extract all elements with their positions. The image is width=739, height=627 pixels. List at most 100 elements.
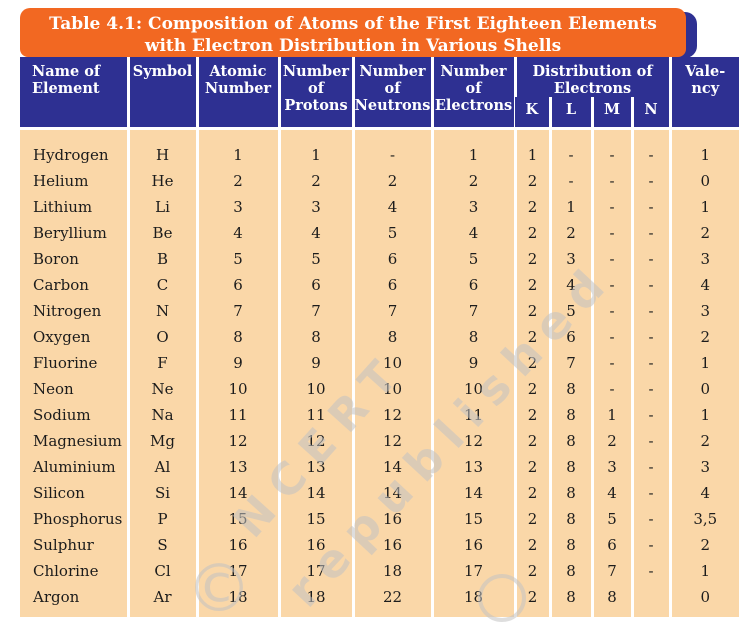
cell-m: - <box>590 271 632 298</box>
cell-l: 8 <box>548 583 592 617</box>
cell-k: 2 <box>513 531 550 558</box>
table-row: Hydrogen H 1 1-1 1- - -1 <box>20 126 739 168</box>
cell-neutrons: 7 <box>351 297 432 324</box>
cell-l: - <box>548 126 592 168</box>
cell-valency: 1 <box>668 193 739 220</box>
cell-m: 2 <box>590 427 632 454</box>
table-row: Boron B 5 5 6 5 2 3- -3 <box>20 245 739 272</box>
table-row: Chlorine Cl 17 17 18 17 2 8 7-1 <box>20 557 739 584</box>
cell-n: - <box>630 349 671 376</box>
cell-electrons: 14 <box>430 479 515 506</box>
cell-symbol: Al <box>126 453 197 480</box>
cell-atomic: 14 <box>195 479 279 506</box>
cell-symbol: Mg <box>126 427 197 454</box>
cell-protons: 4 <box>277 219 353 246</box>
cell-k: 2 <box>513 557 550 584</box>
cell-m: - <box>590 349 632 376</box>
cell-k: 2 <box>513 323 550 350</box>
table-row: Silicon Si 14 14 14 14 2 8 4-4 <box>20 479 739 506</box>
cell-k: 1 <box>513 126 550 168</box>
cell-protons: 8 <box>277 323 353 350</box>
cell-protons: 3 <box>277 193 353 220</box>
header-valency: Vale-ncy <box>668 57 739 129</box>
cell-electrons: 16 <box>430 531 515 558</box>
cell-atomic: 11 <box>195 401 279 428</box>
cell-protons: 14 <box>277 479 353 506</box>
cell-protons: 6 <box>277 271 353 298</box>
cell-n: - <box>630 401 671 428</box>
cell-n: - <box>630 245 671 272</box>
cell-l: 8 <box>548 375 592 402</box>
cell-k: 2 <box>513 453 550 480</box>
header-distribution-of-electrons: Distribution of Electrons <box>513 57 671 98</box>
cell-valency: 1 <box>668 349 739 376</box>
cell-valency: 2 <box>668 219 739 246</box>
table-row: Magnesium Mg 12 12 12 12 2 8 2-2 <box>20 427 739 454</box>
cell-l: - <box>548 167 592 194</box>
cell-l: 8 <box>548 479 592 506</box>
cell-symbol: B <box>126 245 197 272</box>
cell-name: Phosphorus <box>20 505 128 532</box>
cell-name: Neon <box>20 375 128 402</box>
cell-m: 3 <box>590 453 632 480</box>
cell-k: 2 <box>513 297 550 324</box>
header-shell-l: L <box>548 97 592 129</box>
cell-neutrons: 18 <box>351 557 432 584</box>
cell-k: 2 <box>513 349 550 376</box>
cell-valency: 4 <box>668 479 739 506</box>
header-name-of-element: Name of Element <box>20 57 128 129</box>
cell-symbol: H <box>126 126 197 168</box>
cell-neutrons: 14 <box>351 453 432 480</box>
cell-symbol: C <box>126 271 197 298</box>
cell-l: 1 <box>548 193 592 220</box>
cell-m: 1 <box>590 401 632 428</box>
cell-n: - <box>630 323 671 350</box>
cell-atomic: 15 <box>195 505 279 532</box>
cell-m: - <box>590 193 632 220</box>
table-row: Carbon C 6 6 6 6 2 4- -4 <box>20 271 739 298</box>
cell-protons: 13 <box>277 453 353 480</box>
cell-atomic: 3 <box>195 193 279 220</box>
cell-electrons: 6 <box>430 271 515 298</box>
cell-atomic: 1 <box>195 126 279 168</box>
cell-symbol: P <box>126 505 197 532</box>
cell-n: - <box>630 193 671 220</box>
cell-electrons: 18 <box>430 583 515 617</box>
cell-neutrons: 5 <box>351 219 432 246</box>
cell-n: - <box>630 167 671 194</box>
header-atomic-number: Atomic Number <box>195 57 279 129</box>
cell-name: Chlorine <box>20 557 128 584</box>
cell-symbol: Ar <box>126 583 197 617</box>
cell-m: - <box>590 323 632 350</box>
cell-electrons: 9 <box>430 349 515 376</box>
cell-m: - <box>590 167 632 194</box>
cell-n: - <box>630 126 671 168</box>
cell-name: Silicon <box>20 479 128 506</box>
cell-valency: 1 <box>668 401 739 428</box>
cell-k: 2 <box>513 375 550 402</box>
cell-neutrons: 6 <box>351 271 432 298</box>
cell-name: Boron <box>20 245 128 272</box>
cell-name: Carbon <box>20 271 128 298</box>
cell-n: - <box>630 479 671 506</box>
cell-symbol: Be <box>126 219 197 246</box>
cell-protons: 7 <box>277 297 353 324</box>
cell-protons: 5 <box>277 245 353 272</box>
cell-electrons: 3 <box>430 193 515 220</box>
table-title-line2: with Electron Distribution in Various Sh… <box>144 36 562 57</box>
cell-symbol: Na <box>126 401 197 428</box>
cell-symbol: S <box>126 531 197 558</box>
cell-electrons: 8 <box>430 323 515 350</box>
cell-valency: 2 <box>668 531 739 558</box>
cell-name: Lithium <box>20 193 128 220</box>
cell-n: - <box>630 557 671 584</box>
cell-k: 2 <box>513 219 550 246</box>
table-row: Oxygen O 8 8 8 8 2 6- -2 <box>20 323 739 350</box>
cell-n: - <box>630 531 671 558</box>
cell-atomic: 6 <box>195 271 279 298</box>
cell-valency: 1 <box>668 557 739 584</box>
cell-k: 2 <box>513 167 550 194</box>
cell-l: 2 <box>548 219 592 246</box>
cell-protons: 15 <box>277 505 353 532</box>
cell-neutrons: 16 <box>351 531 432 558</box>
